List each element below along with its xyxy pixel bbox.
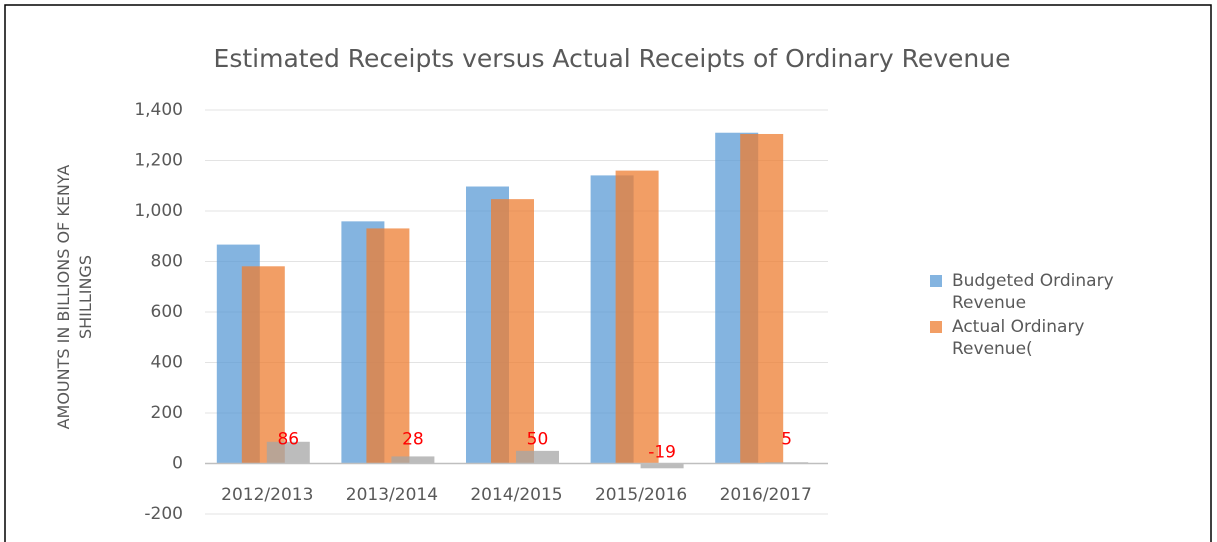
bar xyxy=(241,266,285,464)
y-tick-label: 200 xyxy=(151,403,183,423)
legend-swatch xyxy=(930,321,942,333)
bar xyxy=(615,170,659,464)
y-tick-label: 1,000 xyxy=(134,201,183,221)
x-tick-label: 2015/2016 xyxy=(595,485,687,505)
y-axis-title: AMOUNTS IN BILLIONS OF KENYA SHILLINGS xyxy=(54,164,95,430)
bar xyxy=(391,456,435,464)
bar xyxy=(740,133,784,464)
x-tick-label: 2012/2013 xyxy=(221,485,313,505)
data-label: 5 xyxy=(781,430,792,450)
data-label: 28 xyxy=(402,430,424,450)
chart-title: Estimated Receipts versus Actual Receipt… xyxy=(214,44,1011,73)
legend-label: Actual Ordinary Revenue( xyxy=(952,317,1085,359)
bar xyxy=(516,450,559,464)
legend: Budgeted Ordinary Revenue Actual Ordinary… xyxy=(930,270,1130,362)
y-tick-label: 800 xyxy=(151,252,183,272)
x-tick-label: 2016/2017 xyxy=(720,485,812,505)
bar xyxy=(640,463,684,469)
legend-item: Actual Ordinary Revenue( xyxy=(930,316,1130,360)
legend-swatch xyxy=(930,275,942,287)
data-label: 50 xyxy=(527,430,549,450)
y-tick-label: 600 xyxy=(151,302,183,322)
bar xyxy=(366,228,410,464)
x-tick-label: 2013/2014 xyxy=(346,485,438,505)
data-label: -19 xyxy=(648,443,676,463)
y-tick-label: 0 xyxy=(172,454,183,474)
bar xyxy=(266,441,310,464)
legend-label: Budgeted Ordinary Revenue xyxy=(952,271,1114,313)
data-label: 86 xyxy=(277,430,299,450)
chart-border xyxy=(4,4,1212,542)
legend-item: Budgeted Ordinary Revenue xyxy=(930,270,1130,314)
x-tick-label: 2014/2015 xyxy=(470,485,562,505)
bar xyxy=(491,199,534,464)
y-tick-label: 1,400 xyxy=(134,100,183,120)
y-tick-label: -200 xyxy=(144,504,183,524)
y-tick-label: 1,200 xyxy=(134,151,183,171)
y-tick-label: 400 xyxy=(151,353,183,373)
